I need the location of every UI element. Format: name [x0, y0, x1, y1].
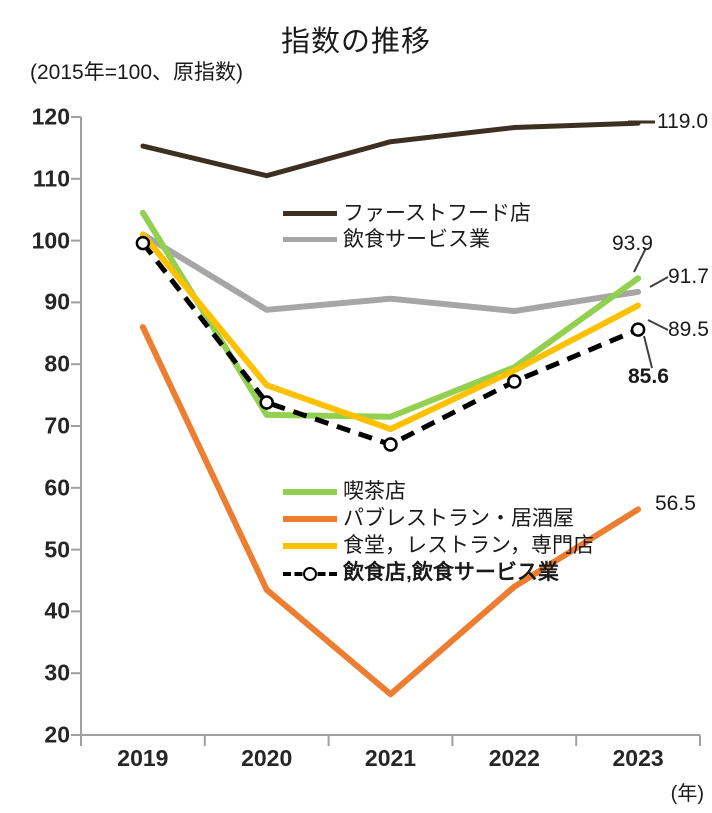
y-axis-tick-label: 80	[44, 350, 70, 377]
x-axis-unit: (年)	[670, 783, 704, 805]
legend-item-pub[interactable]: パブレストラン・居酒屋	[283, 505, 594, 532]
page-title: 指数の推移	[280, 26, 431, 58]
value-label-food-service: 91.7	[668, 265, 709, 288]
x-axis-tick-label: 2023	[612, 745, 664, 771]
label-leader-lines	[628, 120, 669, 369]
x-axis-tick-label: 2022	[488, 745, 540, 771]
series-marker	[383, 437, 398, 452]
legend-label-pub: パブレストラン・居酒屋	[343, 507, 574, 530]
legend-swatch-restaurant	[283, 542, 337, 549]
x-axis-ticks	[80, 735, 701, 746]
series-marker	[135, 235, 151, 251]
x-axis-tick-label: 2020	[241, 745, 293, 771]
series-marker	[259, 395, 274, 410]
legend-label-total: 飲食店,飲食サービス業	[343, 561, 559, 584]
value-label-pub: 56.5	[655, 492, 696, 515]
legend-swatch-cafe	[283, 488, 337, 495]
value-label-restaurant: 89.5	[668, 318, 709, 341]
legend-label-cafe: 喫茶店	[343, 480, 406, 503]
legend-item-cafe[interactable]: 喫茶店	[283, 478, 594, 505]
y-axis-ticks	[71, 116, 81, 736]
value-label-fastfood: 119.0	[657, 110, 708, 133]
legend-item-food-service[interactable]: 飲食サービス業	[283, 226, 531, 252]
y-axis-tick-label: 100	[31, 227, 70, 254]
series-line	[140, 120, 641, 179]
x-axis-tick-label: 2021	[364, 745, 417, 771]
legend-swatch-food-service	[283, 236, 337, 242]
legend-label-food-service: 飲食サービス業	[343, 227, 490, 251]
x-axis-tick-label: 2019	[117, 745, 169, 771]
y-axis-tick-label: 120	[31, 103, 70, 130]
legend-top: ファーストフード店 飲食サービス業	[283, 200, 531, 252]
legend-swatch-pub	[283, 515, 337, 522]
legend-bottom: 喫茶店 パブレストラン・居酒屋 食堂，レストラン，専門店 飲食店,飲食サービス業	[283, 478, 594, 586]
value-label-total: 85.6	[628, 365, 669, 388]
legend-item-total[interactable]: 飲食店,飲食サービス業	[283, 559, 594, 586]
legend-swatch-total	[283, 566, 337, 581]
series-line	[139, 231, 642, 315]
legend-item-fastfood[interactable]: ファーストフード店	[283, 200, 531, 226]
data-series	[135, 120, 646, 698]
y-axis-tick-label: 110	[32, 165, 70, 192]
chart-subtitle: (2015年=100、原指数)	[30, 61, 244, 84]
y-axis-tick-label: 90	[44, 288, 70, 315]
legend-item-restaurant[interactable]: 食堂，レストラン，専門店	[283, 532, 594, 559]
series-line	[139, 324, 642, 698]
y-axis-tick-label: 30	[44, 659, 70, 686]
y-axis-tick-label: 40	[44, 597, 70, 624]
series-line	[139, 231, 642, 433]
legend-label-restaurant: 食堂，レストラン，専門店	[343, 534, 594, 557]
legend-swatch-fastfood	[283, 210, 337, 216]
y-axis-tick-label: 20	[44, 721, 70, 748]
series-marker	[507, 374, 522, 389]
y-axis-tick-label: 70	[44, 412, 70, 439]
legend-label-fastfood: ファーストフード店	[343, 201, 531, 225]
y-axis-tick-label: 50	[44, 536, 70, 563]
series-line	[139, 209, 642, 420]
y-axis-tick-label: 60	[44, 474, 70, 501]
series-marker	[630, 322, 646, 337]
value-label-cafe: 93.9	[612, 232, 653, 255]
